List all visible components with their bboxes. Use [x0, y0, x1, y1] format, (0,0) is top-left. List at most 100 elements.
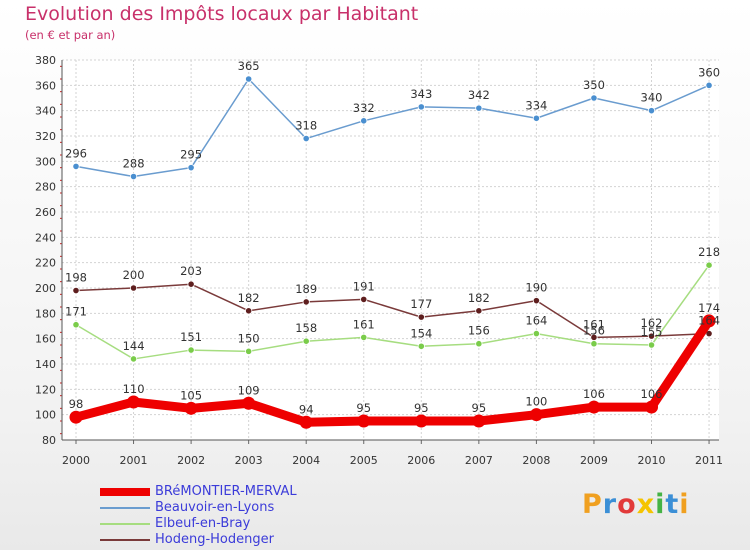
data-point-br-montier-merval: [242, 396, 256, 410]
logo-letter: x: [636, 489, 656, 520]
logo-letter: i: [679, 489, 690, 520]
data-label-br-montier-merval: 106: [641, 387, 663, 401]
y-tick-label: 220: [35, 257, 56, 270]
x-tick-label: 2005: [350, 454, 378, 467]
data-label-elbeuf-en-bray: 156: [583, 324, 605, 338]
data-point-elbeuf-en-bray: [360, 333, 368, 341]
x-tick-label: 2010: [638, 454, 666, 467]
data-point-br-montier-merval: [702, 314, 716, 328]
data-point-beauvoir-en-lyons: [245, 75, 253, 83]
x-tick-label: 2009: [580, 454, 608, 467]
data-label-elbeuf-en-bray: 171: [65, 305, 87, 319]
y-tick-label: 180: [35, 307, 56, 320]
data-label-hodeng-hodenger: 190: [525, 281, 547, 295]
y-tick-label: 360: [35, 79, 56, 92]
data-point-elbeuf-en-bray: [532, 329, 541, 338]
data-point-beauvoir-en-lyons: [705, 81, 713, 89]
data-label-beauvoir-en-lyons: 343: [410, 87, 432, 101]
data-point-br-montier-merval: [414, 414, 428, 428]
data-label-hodeng-hodenger: 164: [698, 314, 720, 328]
data-label-br-montier-merval: 106: [583, 387, 605, 401]
data-label-beauvoir-en-lyons: 342: [468, 88, 490, 102]
data-point-beauvoir-en-lyons: [187, 164, 195, 172]
y-tick-label: 280: [35, 181, 56, 194]
data-label-hodeng-hodenger: 200: [123, 268, 145, 282]
data-label-elbeuf-en-bray: 150: [238, 331, 260, 345]
data-point-elbeuf-en-bray: [302, 337, 310, 345]
data-label-br-montier-merval: 100: [525, 395, 547, 409]
data-label-elbeuf-en-bray: 154: [410, 326, 432, 340]
data-label-elbeuf-en-bray: 155: [641, 325, 663, 339]
logo-letter: t: [665, 489, 680, 520]
data-label-hodeng-hodenger: 182: [468, 291, 490, 305]
data-label-br-montier-merval: 94: [299, 402, 314, 416]
data-point-hodeng-hodenger: [360, 295, 368, 303]
x-tick-label: 2008: [522, 454, 550, 467]
data-label-elbeuf-en-bray: 218: [698, 245, 720, 259]
data-point-beauvoir-en-lyons: [417, 103, 425, 111]
series-line-elbeuf-en-bray: [75, 264, 710, 360]
data-point-elbeuf-en-bray: [187, 346, 195, 354]
y-tick-label: 80: [42, 434, 56, 447]
y-tick-label: 300: [35, 155, 56, 168]
series-line-beauvoir-en-lyons: [75, 78, 710, 178]
data-label-br-montier-merval: 95: [472, 401, 487, 415]
data-point-br-montier-merval: [472, 414, 486, 428]
data-point-br-montier-merval: [357, 414, 371, 428]
data-point-hodeng-hodenger: [302, 298, 310, 306]
data-point-elbeuf-en-bray: [72, 321, 80, 329]
data-point-hodeng-hodenger: [475, 307, 483, 315]
data-label-elbeuf-en-bray: 144: [123, 339, 145, 353]
data-label-elbeuf-en-bray: 156: [468, 324, 490, 338]
legend-label: Elbeuf-en-Bray: [155, 516, 251, 531]
data-label-hodeng-hodenger: 198: [65, 271, 87, 285]
logo-letter: r: [602, 489, 618, 520]
series-line-hodeng-hodenger: [75, 283, 710, 339]
data-label-beauvoir-en-lyons: 332: [353, 101, 375, 115]
data-point-elbeuf-en-bray: [705, 261, 713, 269]
data-point-elbeuf-en-bray: [245, 347, 253, 355]
x-tick-label: 2011: [695, 454, 723, 467]
data-point-elbeuf-en-bray: [417, 342, 425, 350]
series-line-br-montier-merval: [71, 316, 714, 427]
data-point-beauvoir-en-lyons: [302, 134, 310, 143]
data-point-elbeuf-en-bray: [129, 355, 138, 363]
data-point-hodeng-hodenger: [187, 280, 195, 288]
x-tick-label: 2007: [465, 454, 493, 467]
data-label-br-montier-merval: 105: [180, 388, 202, 402]
data-label-beauvoir-en-lyons: 288: [123, 157, 145, 171]
legend-label: BRéMONTIER-MERVAL: [155, 484, 297, 499]
data-point-br-montier-merval: [184, 401, 198, 415]
data-point-br-montier-merval: [127, 395, 141, 409]
data-point-elbeuf-en-bray: [590, 340, 598, 348]
data-label-br-montier-merval: 95: [356, 401, 371, 415]
legend-swatch: [100, 488, 150, 496]
legend-swatch: [100, 539, 150, 541]
x-tick-label: 2002: [177, 454, 205, 467]
data-label-br-montier-merval: 110: [123, 382, 145, 396]
data-label-beauvoir-en-lyons: 318: [295, 119, 317, 133]
y-tick-label: 260: [35, 206, 56, 219]
legend-swatch: [100, 523, 150, 525]
y-tick-label: 320: [35, 130, 56, 143]
chart-plot: 80 100 120 140 160 180 200 220 240 260 280 300 320 34…: [35, 54, 723, 467]
data-label-br-montier-merval: 95: [414, 401, 429, 415]
y-tick-label: 120: [35, 383, 56, 396]
data-label-hodeng-hodenger: 191: [353, 279, 375, 293]
legend-label: Beauvoir-en-Lyons: [155, 500, 275, 515]
y-tick-label: 160: [35, 333, 56, 346]
data-label-beauvoir-en-lyons: 296: [65, 146, 87, 160]
data-label-beauvoir-en-lyons: 295: [180, 148, 202, 162]
y-tick-label: 340: [35, 105, 56, 118]
x-tick-label: 2001: [120, 454, 148, 467]
data-label-br-montier-merval: 98: [69, 397, 84, 411]
chart-subtitle: (en € et par an): [25, 28, 116, 42]
data-label-hodeng-hodenger: 162: [641, 316, 663, 330]
plot-area: [62, 60, 719, 440]
x-tick-label: 2003: [235, 454, 263, 467]
x-tick-label: 2004: [292, 454, 320, 467]
logo-letter: i: [655, 489, 666, 520]
data-point-beauvoir-en-lyons: [647, 107, 656, 115]
y-tick-label: 380: [35, 54, 56, 67]
